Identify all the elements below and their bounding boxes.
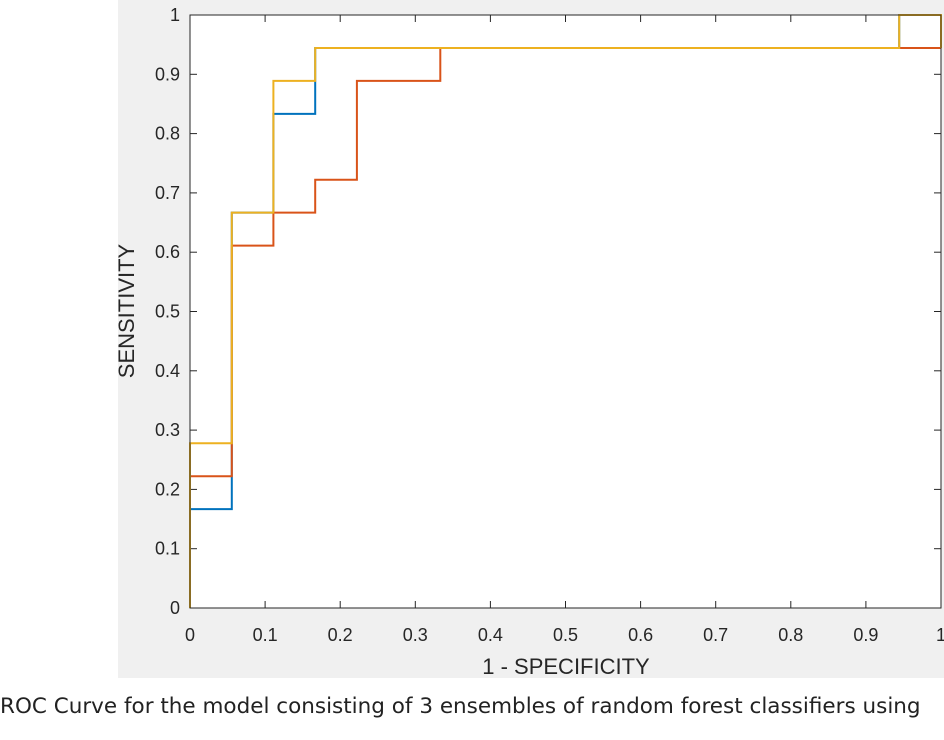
y-tick-label: 0.7 [155,183,180,203]
x-tick-label: 0.8 [778,625,803,645]
y-tick-label: 0.6 [155,242,180,262]
x-tick-label: 0 [185,625,195,645]
x-tick-label: 1 [936,625,944,645]
y-tick-label: 0.9 [155,64,180,84]
y-tick-label: 0.2 [155,479,180,499]
y-tick-label: 0 [170,598,180,618]
plot-frame [189,14,942,609]
x-tick-label: 0.5 [553,625,578,645]
x-tick-label: 0.3 [403,625,428,645]
y-tick-label: 0.1 [155,539,180,559]
x-tick-label: 0.2 [328,625,353,645]
y-tick-label: 0.5 [155,302,180,322]
y-tick-label: 0.4 [155,361,180,381]
figure-caption: ROC Curve for the model consisting of 3 … [0,694,921,719]
x-tick-label: 0.7 [703,625,728,645]
plot-area [190,15,941,608]
x-tick-label: 0.4 [478,625,503,645]
x-tick-label: 0.9 [853,625,878,645]
x-tick-label: 0.6 [628,625,653,645]
y-tick-labels: 0 0.1 0.2 0.3 0.4 0.5 0.6 0.7 0.8 0.9 1 [155,5,180,618]
y-tick-label: 1 [170,5,180,25]
y-tick-label: 0.8 [155,124,180,144]
x-axis-title: 1 - SPECIFICITY [482,654,650,679]
y-axis-title: SENSITIVITY [114,243,139,378]
x-tick-labels: 0 0.1 0.2 0.3 0.4 0.5 0.6 0.7 0.8 0.9 1 [185,625,944,645]
roc-chart: 0 0.1 0.2 0.3 0.4 0.5 0.6 0.7 0.8 0.9 1 0 0.1 0.2 0.3… [114,5,944,679]
y-tick-label: 0.3 [155,420,180,440]
x-tick-label: 0.1 [253,625,278,645]
